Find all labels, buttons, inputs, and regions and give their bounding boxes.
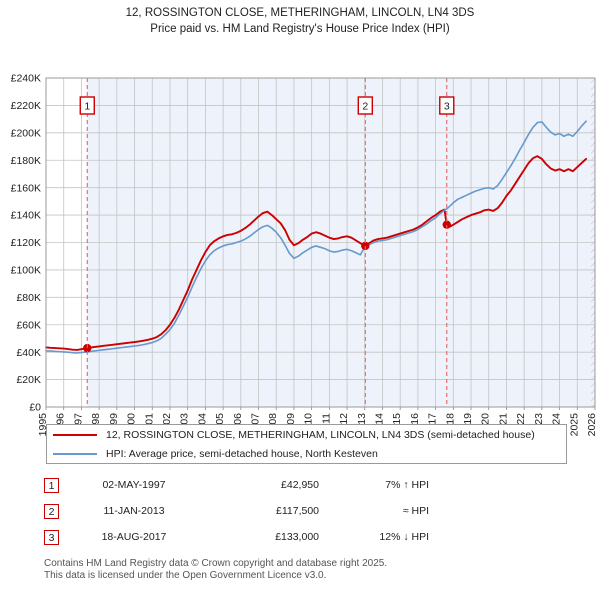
transaction-index-badge: 2 xyxy=(44,503,59,519)
chart-legend: 12, ROSSINGTON CLOSE, METHERINGHAM, LINC… xyxy=(46,424,567,464)
y-axis-tick-label: £60K xyxy=(16,319,41,331)
transaction-row: 2 11-JAN-2013 £117,500 ≈ HPI xyxy=(44,498,444,524)
marker-badge-label: 3 xyxy=(444,101,450,113)
transaction-index-badge: 3 xyxy=(44,529,59,545)
footer-line-2: This data is licensed under the Open Gov… xyxy=(44,570,327,581)
transaction-point-marker[interactable] xyxy=(83,343,92,353)
series-line-hpi xyxy=(45,120,587,354)
incomplete-data-hatch xyxy=(591,78,595,407)
title-line-2: Price paid vs. HM Land Registry's House … xyxy=(150,23,450,35)
transaction-date: 18-AUG-2017 xyxy=(101,531,167,543)
y-axis-tick-label: £240K xyxy=(11,73,41,85)
y-axis-tick-label: £200K xyxy=(11,127,41,139)
y-axis-tick-label: £40K xyxy=(16,347,41,359)
price-history-chart: £0 £20K £40K £60K £80K £100K £120K £140K £160K £1… xyxy=(0,37,600,457)
transaction-row: 1 02-MAY-1997 £42,950 7% ↑ HPI xyxy=(44,472,444,498)
y-axis-tick-label: £220K xyxy=(11,100,41,112)
transaction-price: £133,000 xyxy=(275,531,319,543)
legend-swatch-hpi xyxy=(53,452,97,455)
legend-swatch-property xyxy=(53,433,97,436)
transaction-date: 11-JAN-2013 xyxy=(103,505,165,517)
legend-label-hpi: HPI: Average price, semi-detached house,… xyxy=(106,447,378,460)
y-axis-tick-label: £20K xyxy=(16,374,41,386)
transaction-price: £42,950 xyxy=(281,479,319,491)
legend-item-hpi: HPI: Average price, semi-detached house,… xyxy=(47,444,566,463)
marker-badge-box[interactable] xyxy=(357,96,374,115)
y-axis-tick-label: £100K xyxy=(11,265,41,277)
y-axis-tick-label: £140K xyxy=(11,210,41,222)
x-axis-tick-label: 2026 xyxy=(586,413,598,437)
transaction-point-marker[interactable] xyxy=(442,220,451,229)
transaction-index-badge: 1 xyxy=(44,477,59,493)
footer-line-1: Contains HM Land Registry data © Crown c… xyxy=(44,558,388,569)
transaction-hpi-delta: 7% ↑ HPI xyxy=(385,479,429,491)
y-axis-tick-label: £80K xyxy=(16,292,41,304)
transaction-price: £117,500 xyxy=(275,505,319,517)
legend-item-property: 12, ROSSINGTON CLOSE, METHERINGHAM, LINC… xyxy=(47,425,566,444)
y-axis-tick-label: £0 xyxy=(29,402,41,414)
plot-border xyxy=(45,77,596,408)
transaction-date: 02-MAY-1997 xyxy=(102,479,166,491)
legend-label-property: 12, ROSSINGTON CLOSE, METHERINGHAM, LINC… xyxy=(106,428,535,441)
transaction-point-marker[interactable] xyxy=(361,241,370,251)
transactions-table: 1 02-MAY-1997 £42,950 7% ↑ HPI 2 11-JAN-2013 £… xyxy=(44,472,444,550)
marker-badge-box[interactable] xyxy=(439,96,455,115)
x-axis-tick-label: 2025 xyxy=(568,413,580,437)
series-line-property xyxy=(45,155,588,351)
marker-badge-box[interactable] xyxy=(79,96,95,115)
transaction-hpi-delta: 12% ↓ HPI xyxy=(379,531,429,543)
marker-badge-label: 2 xyxy=(362,101,368,113)
marker-badge-label: 1 xyxy=(84,101,90,113)
transaction-row: 3 18-AUG-2017 £133,000 12% ↓ HPI xyxy=(44,524,444,550)
title-line-1: 12, ROSSINGTON CLOSE, METHERINGHAM, LINC… xyxy=(125,7,475,19)
y-axis-tick-label: £180K xyxy=(11,155,41,167)
y-axis-tick-label: £160K xyxy=(11,182,41,194)
transaction-hpi-delta: ≈ HPI xyxy=(402,505,429,517)
page-title: 12, ROSSINGTON CLOSE, METHERINGHAM, LINC… xyxy=(0,0,600,37)
y-axis-tick-label: £120K xyxy=(11,237,41,249)
chart-canvas: £0 £20K £40K £60K £80K £100K £120K £140K £160K £1… xyxy=(11,73,598,437)
footer-attribution: Contains HM Land Registry data © Crown c… xyxy=(44,558,584,582)
